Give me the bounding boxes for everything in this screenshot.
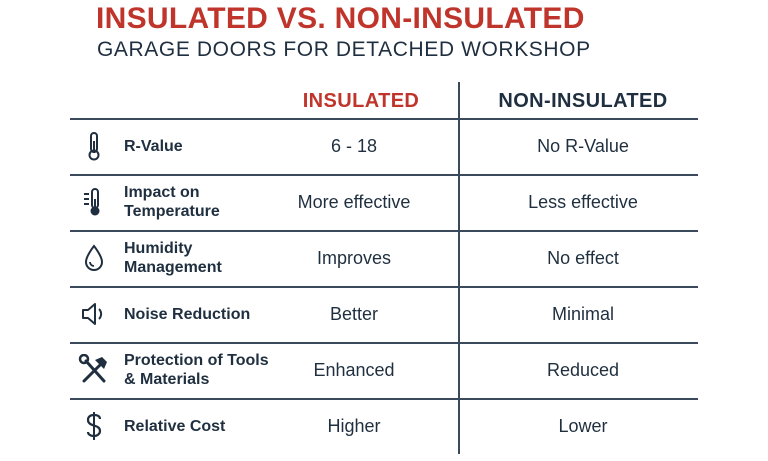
row-divider [70, 230, 698, 232]
table-row-protection-of-tools: Protection of Tools & Materials Enhanced… [70, 343, 698, 397]
non-insulated-value: Lower [558, 416, 608, 436]
row-label: Noise Reduction [124, 305, 251, 323]
non-insulated-value: No R-Value [537, 136, 629, 156]
page-subtitle: GARAGE DOORS FOR DETACHED WORKSHOP [97, 38, 591, 61]
insulated-value: Higher [327, 416, 381, 436]
speaker-icon [78, 299, 110, 329]
dollar-icon [78, 411, 110, 441]
column-header-non-insulated: NON-INSULATED [498, 90, 668, 112]
insulated-value: Improves [316, 248, 392, 268]
table-row-noise-reduction: Noise Reduction Better Minimal [70, 287, 698, 341]
row-label: Humidity Management [124, 240, 222, 276]
row-divider [70, 398, 698, 400]
non-insulated-value: Minimal [551, 304, 614, 324]
row-label: Protection of Tools & Materials [124, 352, 269, 388]
insulated-value: 6 - 18 [330, 136, 378, 156]
comparison-table: INSULATED NON-INSULATED R-Value 6 - 18 N… [70, 82, 698, 454]
non-insulated-value: Reduced [546, 360, 620, 380]
table-row-humidity-management: Humidity Management Improves No effect [70, 231, 698, 285]
row-divider [70, 174, 698, 176]
non-insulated-value: No effect [547, 248, 619, 268]
table-row-relative-cost: Relative Cost Higher Lower [70, 399, 698, 453]
water-drop-icon [78, 243, 110, 273]
row-divider [70, 286, 698, 288]
thermometer-icon [78, 131, 110, 161]
thermometer-gauge-icon [78, 187, 110, 217]
non-insulated-value: Less effective [528, 192, 638, 212]
row-divider [70, 118, 698, 120]
table-row-impact-on-temperature: Impact on Temperature More effective Les… [70, 175, 698, 229]
insulated-value: Enhanced [313, 360, 395, 380]
row-label: R-Value [124, 137, 183, 155]
page-title: INSULATED VS. NON-INSULATED [96, 2, 585, 35]
insulated-value: More effective [297, 192, 411, 212]
row-label: Impact on Temperature [124, 184, 220, 220]
row-label: Relative Cost [124, 417, 226, 435]
column-header-insulated: INSULATED [302, 90, 420, 112]
hammer-wrench-icon [78, 354, 110, 385]
column-divider [458, 82, 460, 454]
row-divider [70, 342, 698, 344]
insulated-value: Better [329, 304, 379, 324]
table-row-r-value: R-Value 6 - 18 No R-Value [70, 119, 698, 173]
